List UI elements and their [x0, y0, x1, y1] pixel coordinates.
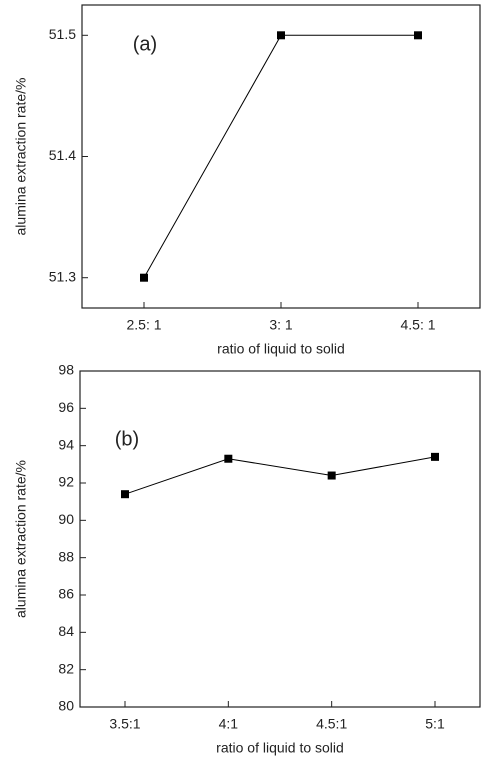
data-point — [140, 273, 148, 282]
y-tick-label: 96 — [58, 399, 74, 415]
y-tick-label: 51.4 — [49, 147, 76, 163]
x-tick-label: 4.5: 1 — [400, 317, 435, 333]
y-tick-label: 80 — [58, 698, 74, 714]
data-point — [277, 31, 285, 40]
data-point — [431, 452, 439, 461]
data-point — [414, 31, 422, 40]
x-axis-label: ratio of liquid to solid — [217, 341, 345, 357]
data-line — [143, 34, 418, 278]
y-tick-label: 92 — [58, 474, 74, 490]
data-point — [121, 490, 129, 499]
x-tick-label: 4:1 — [219, 716, 239, 732]
data-line — [124, 456, 436, 495]
y-tick-label: 51.5 — [49, 26, 76, 42]
x-tick-label: 4.5:1 — [316, 716, 347, 732]
x-tick-label: 5:1 — [425, 716, 445, 732]
x-tick-label: 3: 1 — [269, 317, 293, 333]
y-tick-label: 84 — [58, 623, 74, 639]
annotation: (a) — [133, 33, 157, 55]
x-tick-label: 2.5: 1 — [126, 317, 161, 333]
y-tick-label: 82 — [58, 660, 74, 676]
plot-frame — [79, 370, 481, 708]
y-axis-label: alumina extraction rate/% — [13, 78, 29, 236]
y-tick-label: 94 — [58, 436, 74, 452]
y-axis-label: alumina extraction rate/% — [13, 460, 29, 618]
y-tick-label: 88 — [58, 548, 74, 564]
data-point — [224, 454, 233, 463]
y-tick-label: 98 — [58, 362, 74, 378]
x-axis-label: ratio of liquid to solid — [216, 740, 344, 756]
y-tick-label: 86 — [58, 586, 74, 602]
data-point — [327, 471, 336, 480]
y-tick-label: 90 — [58, 511, 74, 527]
annotation: (b) — [115, 428, 139, 450]
x-tick-label: 3.5:1 — [109, 716, 140, 732]
y-tick-label: 51.3 — [49, 268, 76, 284]
